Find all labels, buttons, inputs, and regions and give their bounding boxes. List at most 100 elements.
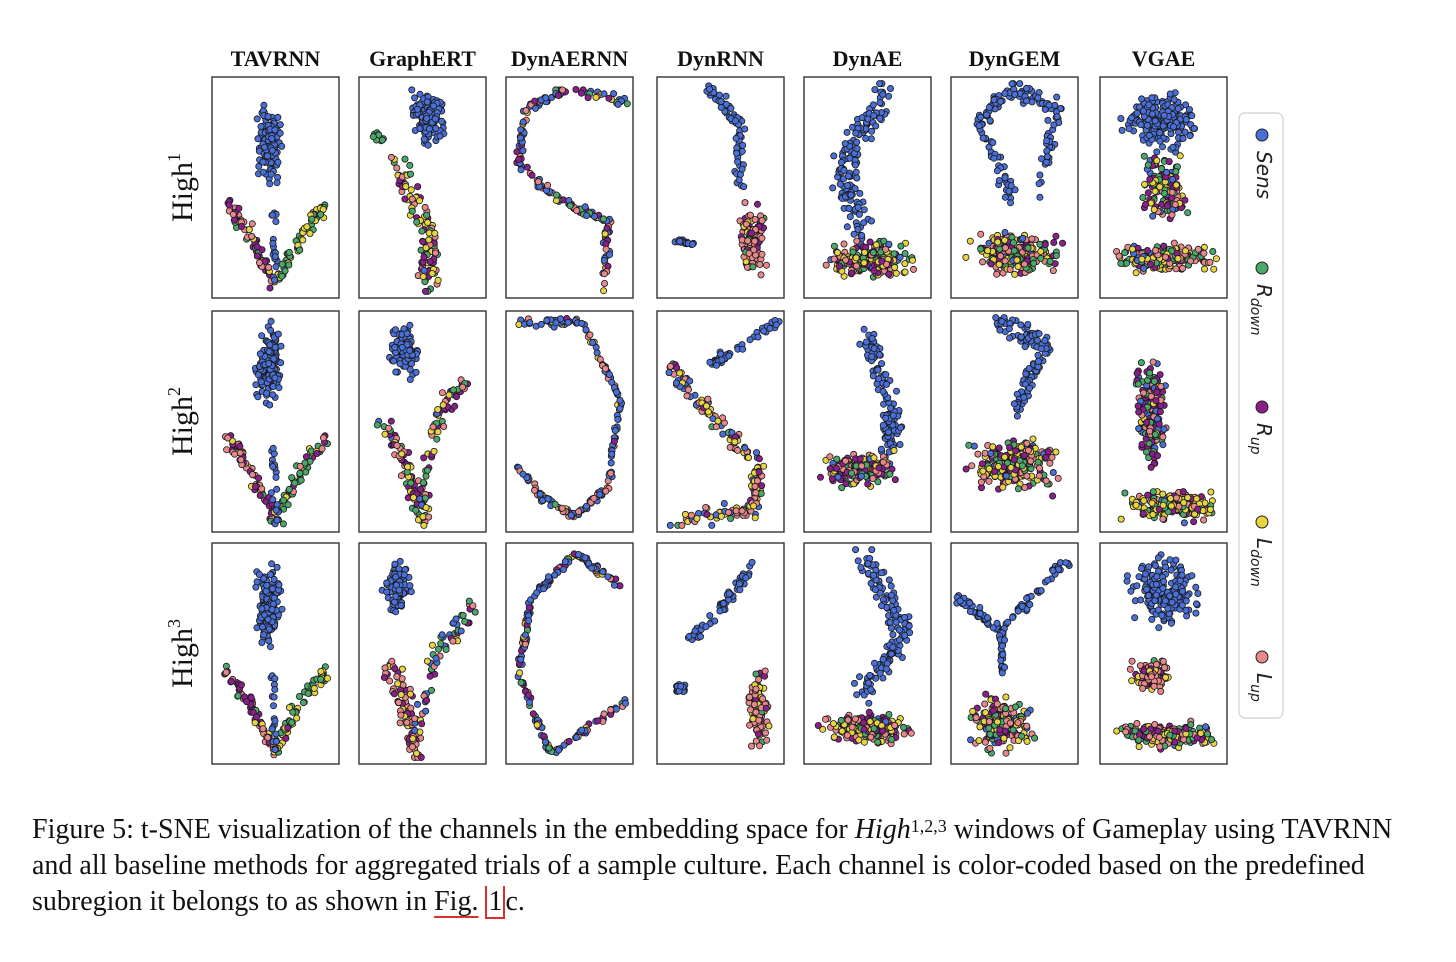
data-point xyxy=(754,730,762,738)
data-point xyxy=(385,424,393,432)
data-point xyxy=(263,389,271,397)
data-point xyxy=(733,149,741,157)
data-point xyxy=(439,401,447,409)
data-point xyxy=(887,85,895,93)
data-point xyxy=(393,441,401,449)
data-point xyxy=(982,690,990,698)
data-point xyxy=(265,348,273,356)
data-point xyxy=(604,573,612,581)
data-point xyxy=(885,92,893,100)
data-point xyxy=(887,404,895,412)
data-point xyxy=(592,93,600,101)
data-point xyxy=(868,334,876,342)
data-point xyxy=(983,614,991,622)
data-point xyxy=(1014,719,1022,727)
data-point xyxy=(259,168,267,176)
data-point xyxy=(303,223,311,231)
data-point xyxy=(268,146,276,154)
data-point xyxy=(754,333,762,341)
data-point xyxy=(616,396,624,404)
data-point xyxy=(266,401,274,409)
data-point xyxy=(434,405,442,413)
data-point xyxy=(229,210,237,218)
data-point xyxy=(289,708,297,716)
panel-dynrnn-high1 xyxy=(656,76,785,299)
data-point xyxy=(261,143,269,151)
data-point xyxy=(1006,444,1014,452)
data-point xyxy=(271,717,279,725)
data-point xyxy=(752,685,760,693)
data-point xyxy=(981,738,989,746)
data-point xyxy=(611,427,619,435)
data-point xyxy=(665,369,673,377)
data-point xyxy=(264,734,272,742)
data-point xyxy=(901,613,909,621)
data-point xyxy=(860,259,868,267)
data-point xyxy=(879,421,887,429)
data-point xyxy=(969,707,977,715)
method-title-tavrnn: TAVRNN xyxy=(231,46,321,71)
data-point xyxy=(599,568,607,576)
data-point xyxy=(581,554,589,562)
data-point xyxy=(900,723,908,731)
data-point xyxy=(607,706,615,714)
data-point xyxy=(581,203,589,211)
method-title-dynae: DynAE xyxy=(833,46,903,71)
data-point xyxy=(270,693,278,701)
data-point xyxy=(878,257,886,265)
data-point xyxy=(266,643,274,651)
data-point xyxy=(1034,94,1042,102)
data-point xyxy=(869,249,877,257)
data-point xyxy=(857,564,865,572)
data-point xyxy=(260,631,268,639)
data-point xyxy=(844,716,852,724)
data-point xyxy=(1042,477,1050,485)
data-point xyxy=(393,164,401,172)
data-point xyxy=(540,585,548,593)
data-point xyxy=(437,640,445,648)
data-point xyxy=(567,511,575,519)
data-point xyxy=(271,746,279,754)
data-point xyxy=(285,261,293,269)
data-point xyxy=(251,719,259,727)
data-point xyxy=(545,744,553,752)
data-point xyxy=(236,442,244,450)
data-point xyxy=(732,507,740,515)
data-point xyxy=(883,665,891,673)
data-point xyxy=(832,464,840,472)
data-point xyxy=(273,179,281,187)
data-point xyxy=(989,443,997,451)
data-point xyxy=(235,204,243,212)
data-point xyxy=(866,718,874,726)
row-label-high3: High3 xyxy=(164,619,199,688)
data-point xyxy=(1049,492,1057,500)
data-point xyxy=(874,478,882,486)
data-point xyxy=(843,223,851,231)
data-point xyxy=(438,631,446,639)
data-point xyxy=(533,721,541,729)
data-point xyxy=(681,510,689,518)
data-point xyxy=(1010,456,1018,464)
data-point xyxy=(882,414,890,422)
data-point xyxy=(299,236,307,244)
data-point xyxy=(734,158,742,166)
data-point xyxy=(841,140,849,148)
data-point xyxy=(722,92,730,100)
data-point xyxy=(274,113,282,121)
data-point xyxy=(392,608,400,616)
data-point xyxy=(1048,453,1056,461)
data-point xyxy=(999,642,1007,650)
panel-dynaernn-high1 xyxy=(505,76,634,299)
data-point xyxy=(528,171,536,179)
data-point xyxy=(304,689,312,697)
data-point xyxy=(272,506,280,514)
data-point xyxy=(553,191,561,199)
data-point xyxy=(408,207,416,215)
data-point xyxy=(408,86,416,94)
data-point xyxy=(534,178,542,186)
data-point xyxy=(884,428,892,436)
data-point xyxy=(1041,241,1049,249)
data-point xyxy=(750,701,758,709)
data-point xyxy=(756,260,764,268)
data-point xyxy=(1034,351,1042,359)
